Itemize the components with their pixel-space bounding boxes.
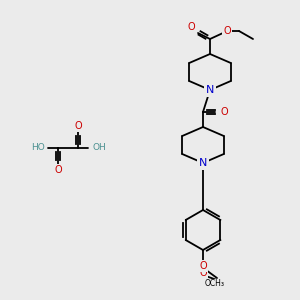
Text: O: O [199, 261, 207, 271]
Text: HO: HO [31, 143, 45, 152]
Text: O: O [187, 22, 195, 32]
Text: O: O [199, 268, 207, 278]
Text: OCH₃: OCH₃ [205, 280, 225, 289]
Text: O: O [54, 165, 62, 175]
Text: O: O [74, 121, 82, 131]
Text: N: N [206, 85, 214, 95]
Text: OH: OH [92, 143, 106, 152]
Text: O: O [220, 107, 228, 117]
Text: N: N [199, 158, 207, 168]
Text: O: O [223, 26, 231, 36]
